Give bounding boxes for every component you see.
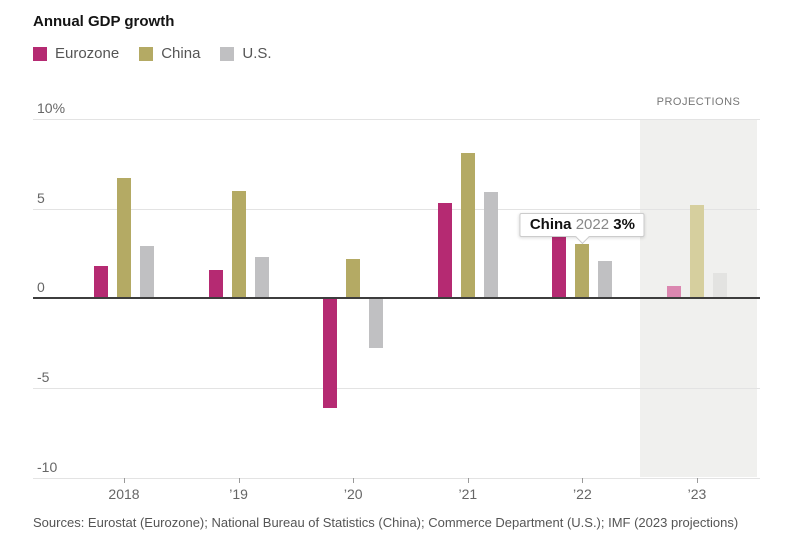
projections-label: PROJECTIONS xyxy=(656,96,741,108)
bar-china-23[interactable] xyxy=(690,205,704,299)
bar-china-22[interactable] xyxy=(575,244,590,299)
tooltip-series-name: China xyxy=(529,216,572,234)
tooltip-year: 2022 xyxy=(575,216,610,234)
y-axis-label-10: -10 xyxy=(37,458,58,475)
chart-title: Annual GDP growth xyxy=(33,13,175,30)
gridline--10 xyxy=(33,477,760,479)
x-axis-label-23: ’23 xyxy=(687,486,707,502)
x-axis-label-20: ’20 xyxy=(343,486,363,502)
bar-us-20[interactable] xyxy=(369,298,384,349)
x-axis-label-21: ’21 xyxy=(458,486,478,502)
x-axis-label-2018: 2018 xyxy=(108,486,140,502)
y-axis-label-5: 5 xyxy=(37,189,45,206)
tooltip-value: 3% xyxy=(613,216,635,234)
y-axis-label-0: 0 xyxy=(37,279,45,296)
bar-eurozone-23[interactable] xyxy=(667,285,681,299)
y-axis-label-10: 10% xyxy=(37,100,66,116)
bar-us-22[interactable] xyxy=(598,260,613,299)
x-axis-label-22: ’22 xyxy=(573,486,592,502)
bar-china-20[interactable] xyxy=(346,258,361,299)
legend-swatch-china xyxy=(139,46,154,61)
legend-label: Eurozone xyxy=(55,45,120,62)
x-tick-19 xyxy=(238,478,240,483)
x-tick-22 xyxy=(582,478,584,483)
x-tick-21 xyxy=(467,478,469,483)
bar-us-21[interactable] xyxy=(483,192,498,299)
bar-us-23[interactable] xyxy=(713,273,727,299)
bar-china-19[interactable] xyxy=(231,190,246,299)
tooltip: China 2022 3% xyxy=(519,213,645,245)
x-tick-23 xyxy=(697,478,698,483)
bar-eurozone-21[interactable] xyxy=(437,203,452,299)
sources-note: Sources: Eurostat (Eurozone); National B… xyxy=(33,515,739,530)
legend-item-china: China xyxy=(139,45,200,62)
legend: Eurozone China U.S. xyxy=(33,45,272,62)
bar-eurozone-22[interactable] xyxy=(552,235,567,299)
x-axis-label-19: ’19 xyxy=(229,486,248,502)
zero-baseline xyxy=(33,297,760,300)
bar-us-2018[interactable] xyxy=(140,246,154,299)
y-axis-label-5: -5 xyxy=(37,368,50,385)
bar-eurozone-2018[interactable] xyxy=(94,265,108,299)
legend-swatch-eurozone xyxy=(33,46,47,61)
bar-china-2018[interactable] xyxy=(117,178,131,299)
x-tick-20 xyxy=(353,478,355,483)
legend-item-eurozone: Eurozone xyxy=(33,45,119,62)
legend-item-us: U.S. xyxy=(220,45,272,62)
bar-eurozone-19[interactable] xyxy=(208,269,223,299)
gridline-5 xyxy=(33,208,760,210)
plot-area: PROJECTIONS China 2022 3% 10% 5 0 -5 -10 2018… xyxy=(33,96,760,502)
gridline--5 xyxy=(33,387,760,389)
bar-eurozone-20[interactable] xyxy=(323,298,338,408)
legend-label: China xyxy=(161,45,201,62)
gridline-10 xyxy=(33,119,760,120)
x-tick-2018 xyxy=(124,478,125,483)
bar-us-19[interactable] xyxy=(254,257,269,299)
bar-china-21[interactable] xyxy=(460,153,475,299)
legend-swatch-us xyxy=(220,46,235,61)
legend-label: U.S. xyxy=(242,45,272,62)
